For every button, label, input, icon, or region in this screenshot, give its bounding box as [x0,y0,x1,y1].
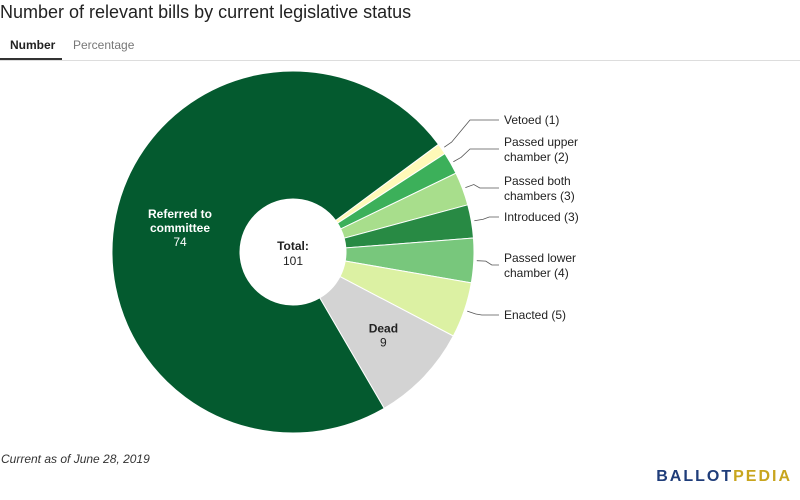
leader-line-passed-lower-chamber [476,260,499,266]
active-tab-indicator [0,58,62,61]
footnote: Current as of June 28, 2019 [1,452,150,466]
slice-label-dead: Dead 9 [369,321,398,349]
leader-line-enacted [467,310,499,316]
donut-chart: Vetoed (1) Passed upper chamber (2) Passed … [111,70,579,434]
chart-title: Number of relevant bills by current legi… [0,2,412,22]
logo-part-ballot: BALLOT [656,468,734,485]
slice-label-passed-lower-chamber: Passed lower chamber (4) [504,251,576,280]
tab-divider [0,60,800,61]
leader-line-passed-both-chambers [465,184,499,189]
leader-line-vetoed [444,119,499,148]
leader-line-passed-upper-chamber [453,148,499,163]
center-total-label: Total: 101 [277,239,309,268]
slice-label-passed-upper-chamber: Passed upper chamber (2) [504,135,578,164]
tab-number[interactable]: Number [10,38,56,52]
slice-label-introduced: Introduced (3) [504,210,579,224]
slice-label-referred-to-committee: Referred to committee 74 [148,207,212,249]
tab-percentage[interactable]: Percentage [73,38,135,52]
leader-line-introduced [474,216,499,222]
slice-dead[interactable] [319,275,454,410]
view-tabs: Number Percentage [0,34,800,62]
slice-referred-to-committee[interactable] [111,70,440,434]
slice-label-vetoed: Vetoed (1) [504,113,559,127]
slice-label-passed-both-chambers: Passed both chambers (3) [504,174,575,203]
ballotpedia-logo: BALLOTPEDIA [656,468,792,486]
logo-part-pedia: PEDIA [733,468,792,485]
slice-label-enacted: Enacted (5) [504,308,566,322]
